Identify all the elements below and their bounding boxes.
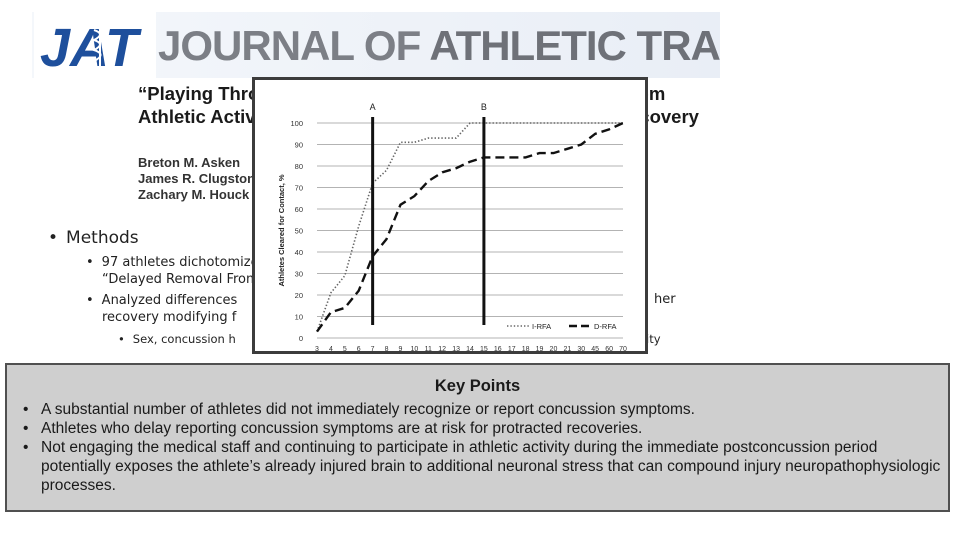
x-tick-label: 9 [399, 346, 403, 351]
article-authors: Breton M. Asken James R. Clugston Zachar… [138, 155, 255, 203]
journal-banner: JAT JOURNAL OF ATHLETIC TRAINING [32, 12, 720, 78]
y-axis-label: Athletes Cleared for Contact, % [277, 174, 286, 286]
x-tick-label: 30 [577, 346, 585, 351]
bullet-methods: • Methods [48, 228, 139, 248]
x-tick-label: 12 [438, 346, 446, 351]
x-tick-label: 4 [329, 346, 333, 351]
y-tick-label: 90 [295, 141, 303, 150]
x-tick-label: 15 [480, 346, 488, 351]
y-tick-label: 0 [299, 334, 303, 343]
y-tick-label: 40 [295, 248, 303, 257]
x-tick-label: 8 [385, 346, 389, 351]
key-points-box: Key Points A substantial number of athle… [5, 363, 950, 512]
author: Zachary M. Houck [138, 187, 250, 202]
y-tick-label: 100 [290, 119, 303, 128]
journal-name-part2: ATHLETIC TRAINING [429, 22, 720, 69]
x-tick-label: 16 [494, 346, 502, 351]
sub-sub-bullet-text: Sex, concussion h [132, 332, 236, 346]
marker-label: B [481, 102, 487, 112]
x-tick-label: 14 [466, 346, 474, 351]
journal-name-part1: JOURNAL OF [158, 22, 430, 69]
y-tick-label: 20 [295, 291, 303, 300]
logo-text: JAT [40, 18, 142, 78]
x-tick-label: 5 [343, 346, 347, 351]
y-tick-label: 50 [295, 227, 303, 236]
sub-bullet-2-line2: recovery modifying f [102, 310, 237, 325]
bullet-methods-text: Methods [66, 228, 139, 248]
x-tick-label: 10 [410, 346, 418, 351]
y-tick-label: 80 [295, 162, 303, 171]
sub-sub-bullet-right: ity [646, 332, 661, 346]
y-tick-label: 70 [295, 184, 303, 193]
x-tick-label: 17 [508, 346, 516, 351]
x-tick-label: 18 [522, 346, 530, 351]
key-points-list: A substantial number of athletes did not… [23, 400, 941, 495]
key-point-item: Not engaging the medical staff and conti… [23, 438, 941, 495]
sub-bullet-2-line1: Analyzed differences [101, 293, 238, 308]
x-tick-label: 3 [315, 346, 319, 351]
x-tick-label: 13 [452, 346, 460, 351]
x-tick-label: 45 [591, 346, 599, 351]
x-tick-label: 19 [536, 346, 544, 351]
x-tick-label: 60 [605, 346, 613, 351]
x-tick-label: 21 [563, 346, 571, 351]
author: Breton M. Asken [138, 155, 241, 170]
sub-bullet-2-right: her [654, 292, 676, 307]
author: James R. Clugston [138, 171, 256, 186]
y-tick-label: 60 [295, 205, 303, 214]
marker-label: A [370, 102, 376, 112]
x-tick-label: 7 [371, 346, 375, 351]
x-tick-label: 6 [357, 346, 361, 351]
series-line-d-rfa [316, 121, 624, 333]
journal-name: JOURNAL OF ATHLETIC TRAINING [158, 22, 720, 70]
legend-label: I-RFA [532, 322, 551, 331]
jat-logo: JAT [34, 12, 156, 78]
sub-bullet-2: • Analyzed differences recovery modifying… [86, 293, 238, 325]
caduceus-icon [91, 22, 102, 68]
key-point-item: Athletes who delay reporting concussion … [23, 419, 941, 438]
sub-bullet-1-line1: 97 athletes dichotomized into [101, 255, 296, 270]
sub-bullet-1-line2: “Delayed Removal From [102, 272, 259, 287]
y-tick-label: 30 [295, 270, 303, 279]
legend-label: D-RFA [594, 322, 617, 331]
series-line-i-rfa [316, 122, 623, 332]
x-tick-label: 20 [550, 346, 558, 351]
x-tick-label: 70 [619, 346, 627, 351]
sub-sub-bullet: • Sex, concussion h [118, 332, 236, 346]
key-point-item: A substantial number of athletes did not… [23, 400, 941, 419]
y-tick-label: 10 [295, 313, 303, 322]
x-tick-label: 11 [425, 346, 432, 351]
recovery-chart-figure: 0 10 20 30 40 50 60 70 80 90 100 3 4 5 6 7 8 9 10 11 12 13 14 1… [252, 77, 648, 354]
sub-bullet-1: • 97 athletes dichotomized into “Delayed … [86, 255, 296, 287]
key-points-title: Key Points [434, 377, 521, 395]
